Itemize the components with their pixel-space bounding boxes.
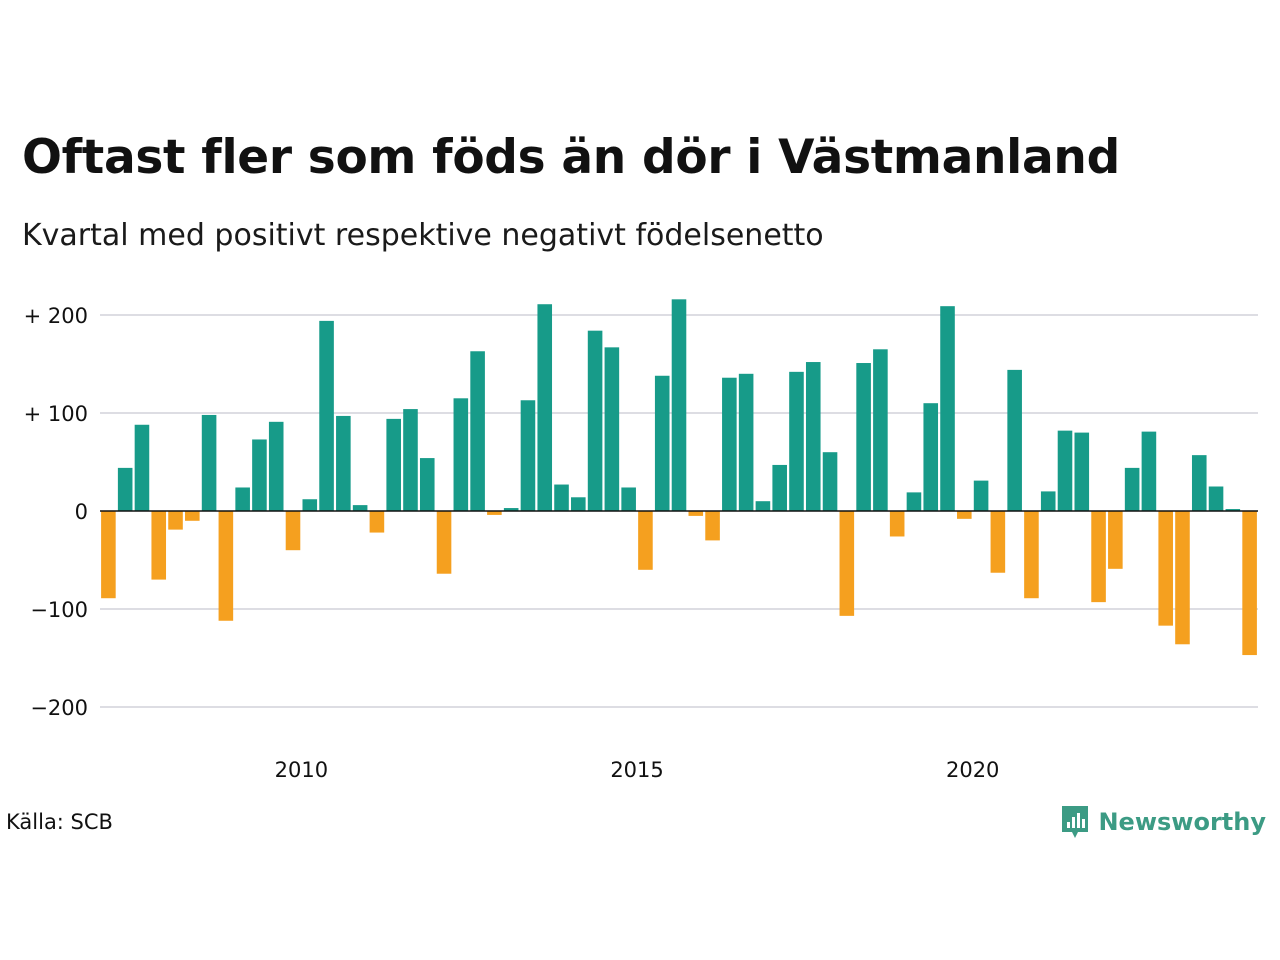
y-tick-label: 0	[75, 500, 88, 524]
bar	[1191, 455, 1207, 511]
bar	[554, 484, 569, 511]
x-tick-label: 2020	[946, 758, 999, 782]
bar	[957, 511, 972, 519]
bar	[1175, 511, 1190, 645]
bar	[856, 363, 871, 511]
bar	[302, 499, 318, 511]
bar	[1024, 511, 1039, 599]
bar	[940, 306, 955, 511]
bar	[671, 299, 687, 511]
bar	[235, 487, 250, 511]
y-tick-label: −100	[30, 598, 88, 622]
brand-logo: Newsworthy	[1060, 804, 1266, 840]
brand-name: Newsworthy	[1098, 808, 1266, 836]
y-tick-label: + 200	[24, 304, 88, 328]
bar	[386, 418, 401, 511]
bar	[990, 511, 1006, 573]
bar	[268, 421, 284, 511]
bar	[638, 511, 653, 570]
bar	[117, 467, 133, 511]
bar	[218, 511, 234, 621]
bar	[587, 330, 603, 511]
x-tick-label: 2010	[275, 758, 328, 782]
bar	[705, 511, 720, 541]
bar	[738, 373, 754, 511]
bar	[1124, 467, 1140, 511]
bar	[101, 511, 116, 599]
bar	[973, 480, 989, 511]
y-tick-label: −200	[30, 696, 88, 720]
bar	[722, 377, 737, 511]
bar	[252, 439, 267, 511]
bar	[755, 501, 771, 511]
bar	[453, 398, 469, 511]
bar	[168, 511, 183, 530]
bar	[470, 351, 485, 511]
bar	[151, 511, 167, 580]
bar-chart: + 200 + 100 0 −100 −200 2010 2015 2020	[24, 299, 1258, 782]
bar	[805, 362, 821, 511]
bar	[201, 414, 217, 511]
bar	[1040, 491, 1056, 511]
bar	[873, 349, 888, 511]
bar	[839, 511, 855, 616]
bar	[1141, 431, 1157, 511]
x-tick-label: 2015	[610, 758, 663, 782]
bar	[923, 403, 939, 511]
bar	[185, 511, 200, 521]
bar	[520, 400, 536, 511]
bar	[369, 511, 385, 533]
bar	[1091, 511, 1106, 603]
bar	[336, 415, 351, 511]
bars	[101, 299, 1257, 656]
bar	[134, 424, 150, 511]
bar	[654, 375, 670, 511]
bar	[1208, 486, 1224, 511]
source-note: Källa: SCB	[6, 810, 113, 834]
bar	[1074, 432, 1090, 511]
chart-subtitle: Kvartal med positivt respektive negativt…	[22, 218, 824, 253]
bar	[403, 409, 418, 511]
bar	[621, 487, 636, 511]
bar	[1108, 511, 1123, 569]
bar	[285, 511, 301, 551]
bar	[1225, 509, 1241, 511]
bar	[604, 347, 620, 511]
bar	[1242, 511, 1257, 656]
bar	[789, 371, 804, 511]
bar	[436, 511, 452, 574]
bar	[1057, 430, 1073, 511]
bar	[487, 511, 502, 515]
bar	[889, 511, 905, 537]
bar	[906, 492, 922, 511]
bar	[822, 452, 838, 511]
bar	[419, 458, 435, 511]
bar	[352, 505, 368, 511]
bar	[537, 304, 553, 511]
bar	[1158, 511, 1173, 626]
bar	[1007, 369, 1022, 511]
bar	[688, 511, 704, 516]
bar	[319, 320, 334, 511]
newsworthy-logo-icon	[1062, 806, 1089, 838]
axes: + 200 + 100 0 −100 −200 2010 2015 2020	[24, 304, 1258, 782]
bar	[571, 497, 586, 511]
y-tick-label: + 100	[24, 402, 88, 426]
chart-title: Oftast fler som föds än dör i Västmanlan…	[22, 130, 1120, 185]
bar	[503, 508, 519, 511]
bar	[772, 464, 787, 511]
